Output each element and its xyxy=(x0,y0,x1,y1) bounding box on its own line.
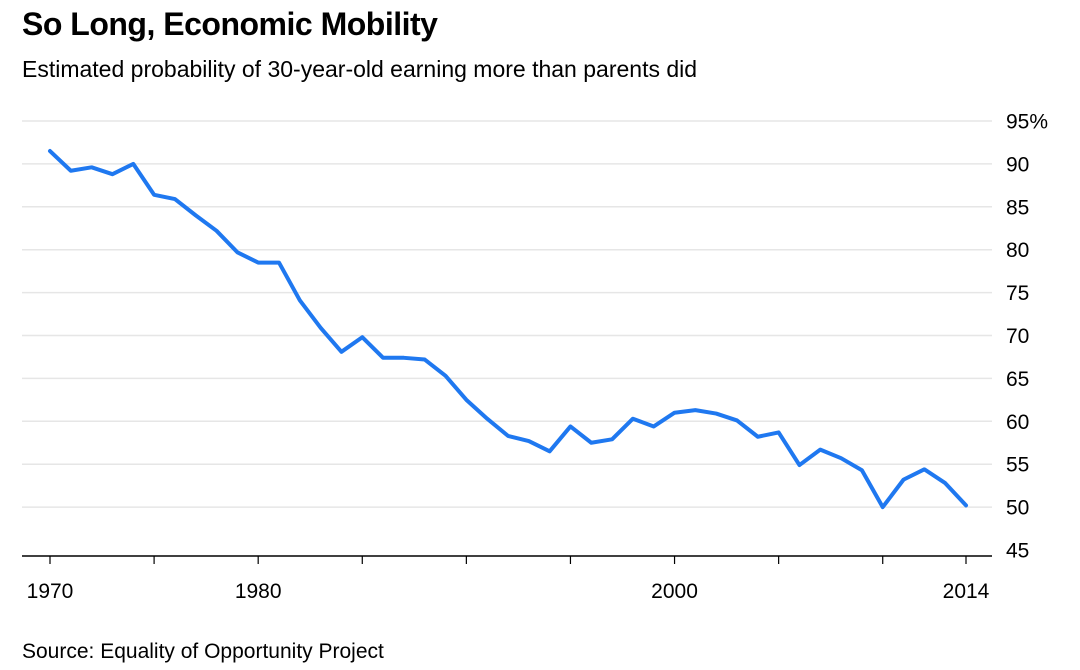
series-line-0 xyxy=(48,149,968,510)
y-tick-label-85: 85 xyxy=(1006,196,1029,219)
x-tick-label-1980: 1980 xyxy=(235,580,282,603)
y-tick-label-90: 90 xyxy=(1006,153,1029,176)
series-layer xyxy=(48,149,968,510)
x-tick-label-2000: 2000 xyxy=(651,580,698,603)
source-note: Source: Equality of Opportunity Project xyxy=(22,640,384,663)
chart-title: So Long, Economic Mobility xyxy=(22,6,438,42)
y-axis-tick-labels: 45 50 55 60 65 70 75 80 85 90 95% xyxy=(1006,111,1048,563)
x-tick-label-2014: 2014 xyxy=(943,580,990,603)
x-tick-label-1970: 1970 xyxy=(27,580,74,603)
chart-subtitle: Estimated probability of 30-year-old ear… xyxy=(22,56,698,82)
y-tick-label-45: 45 xyxy=(1006,540,1029,563)
y-tick-label-95: 95% xyxy=(1006,111,1048,134)
x-axis xyxy=(22,555,992,564)
y-tick-label-70: 70 xyxy=(1006,325,1029,348)
x-axis-tick-labels: 1970 1980 2000 2014 xyxy=(27,580,990,603)
y-tick-label-75: 75 xyxy=(1006,282,1029,305)
y-tick-label-65: 65 xyxy=(1006,368,1029,391)
y-tick-label-55: 55 xyxy=(1006,454,1029,477)
y-tick-label-80: 80 xyxy=(1006,239,1029,262)
y-tick-label-60: 60 xyxy=(1006,411,1029,434)
y-tick-label-50: 50 xyxy=(1006,497,1029,520)
gridlines xyxy=(22,120,992,508)
